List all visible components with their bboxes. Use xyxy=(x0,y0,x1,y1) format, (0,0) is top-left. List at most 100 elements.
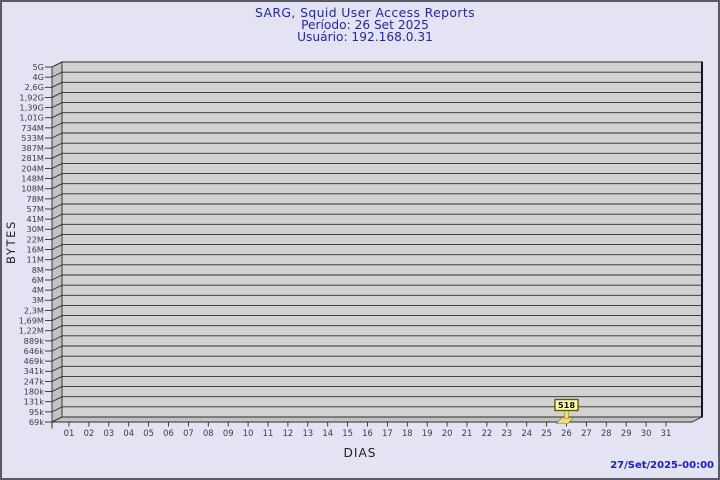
x-tick-label: 20 xyxy=(442,428,453,438)
y-tick-label: 341k xyxy=(24,366,45,376)
y-axis-tick-labels: 5G4G2,6G1,92G1,39G1,01G734M533M387M281M2… xyxy=(19,62,45,427)
y-wall-connector xyxy=(51,305,63,311)
left-wall xyxy=(51,61,63,423)
y-wall-connector xyxy=(51,416,63,423)
y-wall-connector xyxy=(51,71,63,78)
x-tick-label: 16 xyxy=(362,428,373,438)
y-tick-label: 11M xyxy=(27,255,44,265)
y-wall-connector xyxy=(51,152,63,159)
y-tick-label: 30M xyxy=(27,224,44,234)
y-wall-connector xyxy=(51,92,63,98)
x-tick-label: 24 xyxy=(521,428,532,438)
x-axis-title: DIAS xyxy=(343,446,376,460)
y-wall-connector xyxy=(51,335,63,342)
x-tick-label: 07 xyxy=(183,428,194,438)
y-wall-connector xyxy=(51,213,63,220)
x-tick-label: 28 xyxy=(601,428,612,438)
y-tick-label: 131k xyxy=(24,397,45,407)
y-tick-label: 2,6G xyxy=(25,82,44,92)
y-tick-label: 889k xyxy=(24,336,45,346)
plot-3d-box xyxy=(45,61,703,429)
y-wall-connector xyxy=(51,345,63,352)
x-tick-label: 25 xyxy=(541,428,552,438)
y-wall-connector xyxy=(51,315,63,321)
y-tick-label: 3M xyxy=(32,295,44,305)
y-wall-connector xyxy=(51,386,63,392)
y-tick-label: 180k xyxy=(24,386,45,396)
y-wall-connector xyxy=(51,396,63,403)
y-tick-label: 469k xyxy=(24,356,45,366)
y-wall-connector xyxy=(51,193,63,200)
y-tick-label: 5G xyxy=(32,62,44,72)
y-wall-connector xyxy=(51,163,63,169)
y-axis-title: BYTES xyxy=(4,220,18,264)
plot-area xyxy=(61,61,703,418)
y-tick-label: 95k xyxy=(29,407,44,417)
y-tick-label: 204M xyxy=(21,163,44,173)
y-tick-label: 8M xyxy=(32,265,44,275)
x-tick-label: 14 xyxy=(322,428,333,438)
y-wall-connector xyxy=(51,254,63,261)
chart-subtitle-period: Período: 26 Set 2025 xyxy=(301,18,429,32)
y-tick-label: 1,22M xyxy=(19,326,44,336)
footer-timestamp: 27/Set/2025-00:00 xyxy=(610,460,714,471)
chart-subtitle-user: Usuário: 192.168.0.31 xyxy=(297,30,433,44)
y-wall-connector xyxy=(51,365,63,372)
y-wall-connector xyxy=(51,81,63,88)
x-tick-label: 21 xyxy=(462,428,473,438)
y-wall-connector xyxy=(51,223,63,230)
y-tick-label: 1,39G xyxy=(19,102,44,112)
x-tick-label: 10 xyxy=(243,428,254,438)
x-tick-label: 03 xyxy=(103,428,114,438)
y-tick-label: 387M xyxy=(21,143,44,153)
x-tick-label: 05 xyxy=(143,428,154,438)
y-wall-connector xyxy=(51,355,63,362)
y-tick-label: 646k xyxy=(24,346,45,356)
x-tick-label: 18 xyxy=(402,428,413,438)
y-tick-label: 1,92G xyxy=(19,92,44,102)
y-wall-connector xyxy=(51,122,63,129)
y-wall-connector xyxy=(51,183,63,190)
y-tick-label: 78M xyxy=(27,194,44,204)
y-wall-connector xyxy=(51,294,63,301)
y-tick-label: 247k xyxy=(24,376,45,386)
y-wall-connector xyxy=(51,406,63,413)
y-tick-label: 281M xyxy=(21,153,44,163)
x-tick-label: 11 xyxy=(263,428,274,438)
y-wall-connector xyxy=(51,142,63,149)
y-tick-label: 41M xyxy=(27,214,44,224)
y-tick-label: 1,69M xyxy=(19,315,44,325)
x-tick-label: 27 xyxy=(581,428,592,438)
y-wall-connector xyxy=(51,376,63,382)
y-tick-label: 533M xyxy=(21,133,44,143)
y-tick-label: 148M xyxy=(21,173,44,183)
floor xyxy=(51,416,703,423)
x-tick-label: 13 xyxy=(302,428,313,438)
y-tick-label: 4G xyxy=(32,72,44,82)
y-tick-label: 734M xyxy=(21,123,44,133)
x-tick-label: 30 xyxy=(641,428,652,438)
x-tick-label: 22 xyxy=(482,428,493,438)
x-tick-label: 17 xyxy=(382,428,393,438)
data-point-label: 518 xyxy=(558,400,576,410)
x-tick-label: 04 xyxy=(123,428,134,438)
y-wall-connector xyxy=(51,274,63,281)
x-tick-label: 23 xyxy=(501,428,512,438)
x-tick-label: 09 xyxy=(223,428,234,438)
y-tick-label: 16M xyxy=(27,244,44,254)
x-tick-label: 02 xyxy=(84,428,95,438)
y-wall-connector xyxy=(51,102,63,108)
data-point-stem xyxy=(564,410,569,419)
y-wall-connector xyxy=(51,112,63,119)
y-tick-label: 22M xyxy=(27,234,44,244)
data-point-flag: 518 xyxy=(554,398,579,424)
y-tick-label: 69k xyxy=(29,417,44,427)
y-tick-label: 57M xyxy=(27,204,44,214)
y-wall-connector xyxy=(51,244,63,250)
x-tick-label: 01 xyxy=(64,428,75,438)
y-wall-connector xyxy=(51,284,63,291)
y-wall-connector xyxy=(51,234,63,240)
y-wall-connector xyxy=(51,264,63,271)
